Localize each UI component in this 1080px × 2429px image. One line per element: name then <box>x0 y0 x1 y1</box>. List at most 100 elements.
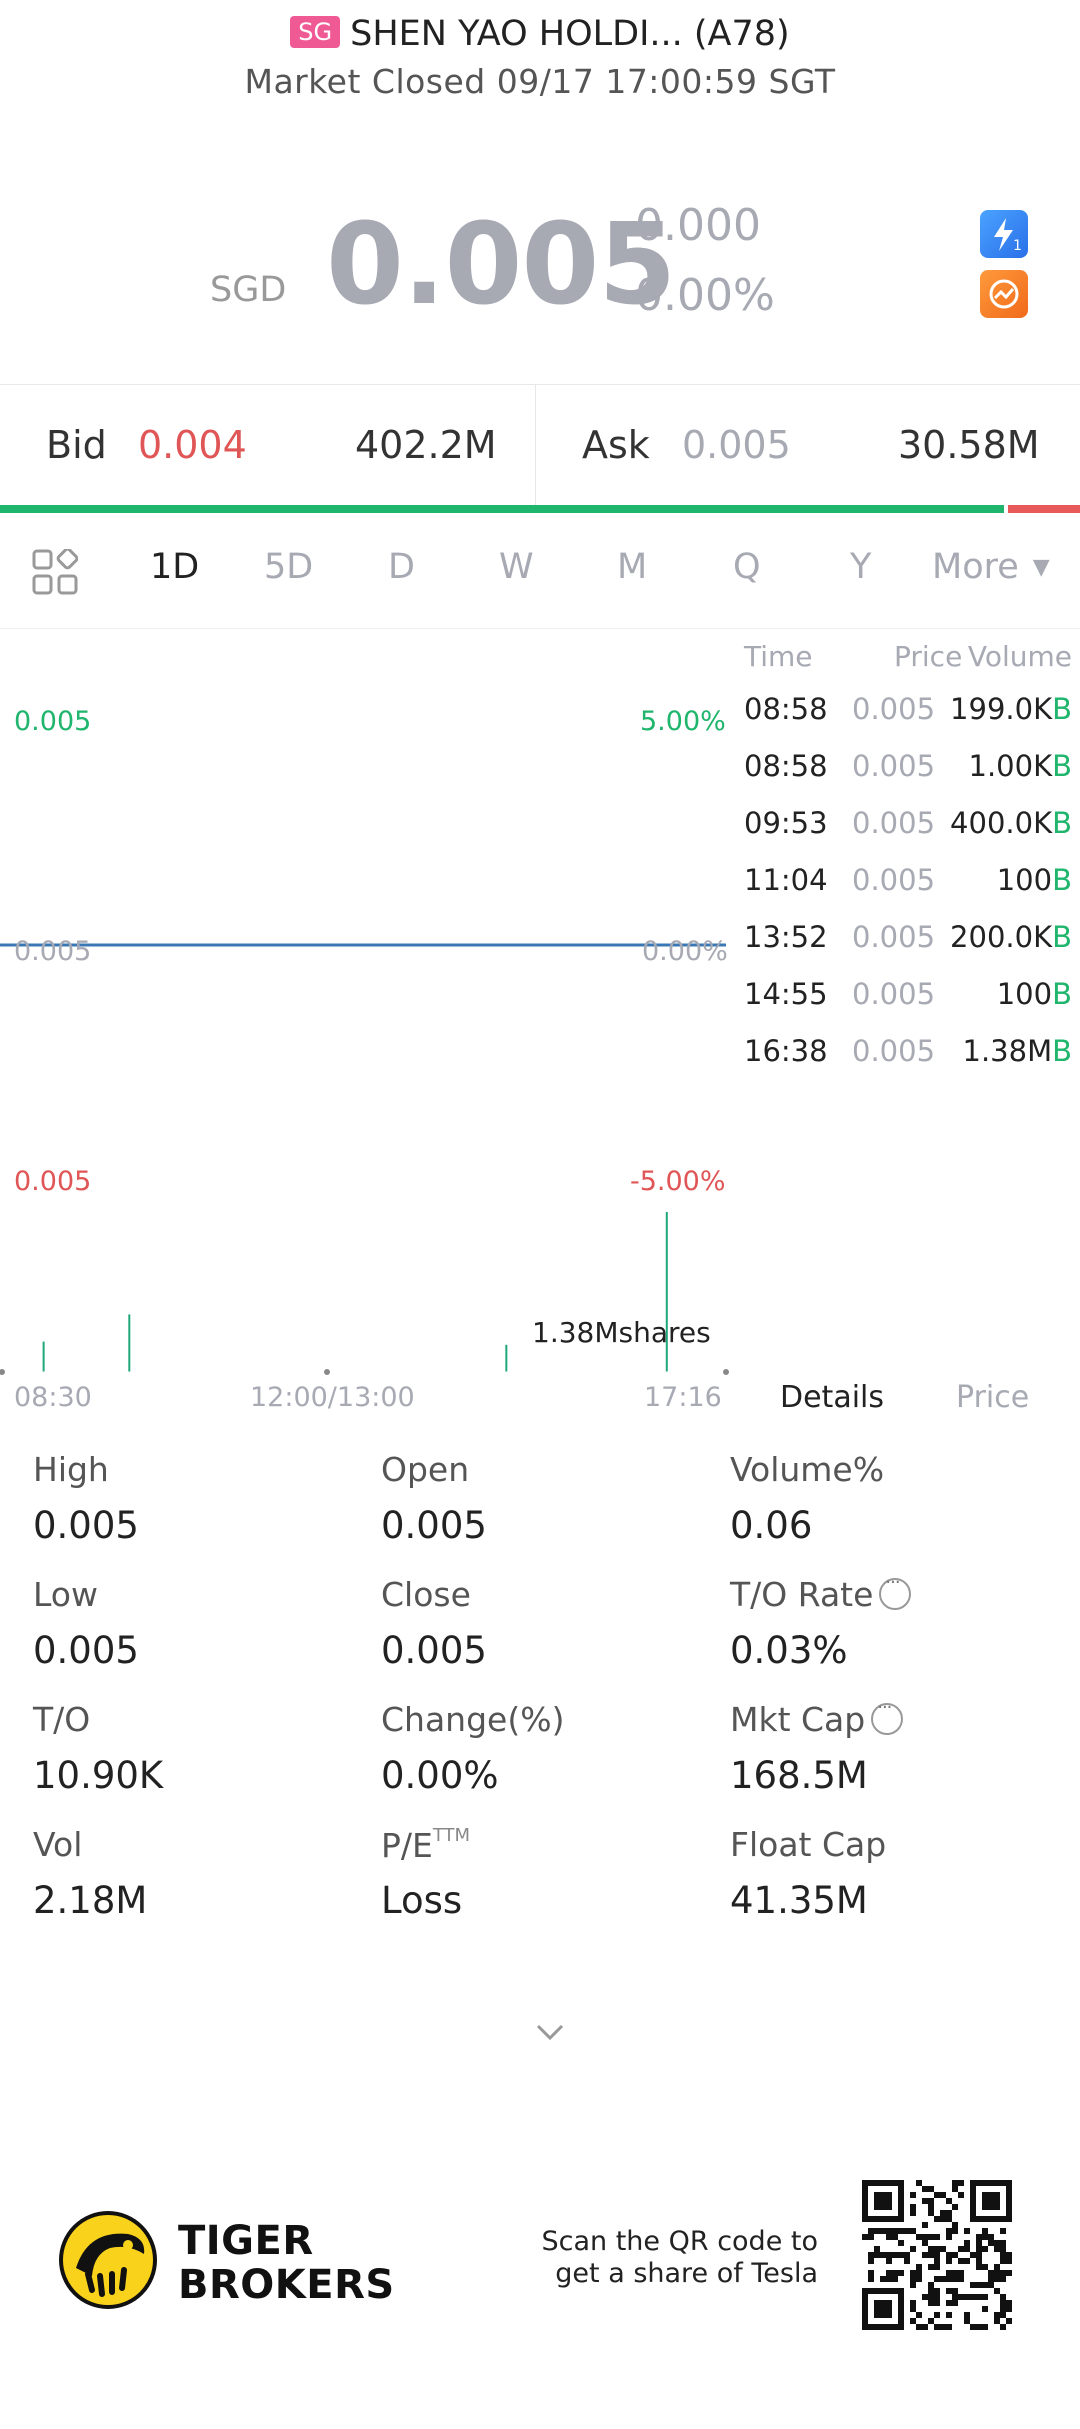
tick-price: 0.005 <box>852 692 936 726</box>
stat-label: Volume% <box>730 1450 1070 1504</box>
stat-label: Low <box>33 1575 373 1629</box>
tick-side: B <box>1052 920 1072 954</box>
tick-row: 11:04 0.005 100B <box>730 863 1080 920</box>
period-tab-q[interactable]: Q <box>733 547 761 587</box>
period-tab-y[interactable]: Y <box>850 547 872 587</box>
quote-block: SGD 0.005 0.000 0.00% 1 <box>0 180 1080 330</box>
stat-label-sup: TTM <box>432 1825 471 1846</box>
ticks-header-price: Price <box>894 640 963 673</box>
period-tab-d[interactable]: D <box>388 547 415 587</box>
tick-volume: 100 <box>996 977 1053 1011</box>
stat-value: 41.35M <box>730 1879 868 1922</box>
axis-dot-start <box>0 1369 5 1375</box>
tick-row: 16:38 0.005 1.38MB <box>730 1034 1080 1091</box>
stat-label: T/O <box>33 1700 373 1754</box>
tick-volume-cell: 1.38MB <box>963 1034 1073 1068</box>
tick-volume: 200.0K <box>950 920 1053 954</box>
price-axis-bottom: 0.005 <box>14 1166 92 1197</box>
tick-side: B <box>1052 749 1072 783</box>
tick-time: 11:04 <box>744 863 828 897</box>
period-more-dropdown[interactable]: More ▼ <box>932 547 1050 587</box>
last-price: 0.005 <box>326 200 676 330</box>
tick-price: 0.005 <box>852 977 936 1011</box>
tick-side: B <box>1052 977 1072 1011</box>
chart-analysis-icon[interactable] <box>980 270 1028 318</box>
tick-price: 0.005 <box>852 749 936 783</box>
axis-dot-end <box>723 1369 729 1375</box>
tick-volume: 1.38M <box>962 1034 1053 1068</box>
ask-volume: 30.58M <box>898 423 1040 467</box>
tick-price: 0.005 <box>852 863 936 897</box>
time-axis-start: 08:30 <box>14 1382 92 1413</box>
tick-volume-cell: 400.0KB <box>950 806 1072 840</box>
tick-side: B <box>1052 863 1072 897</box>
stat-label-text: Volume% <box>730 1450 885 1489</box>
bid-price: 0.004 <box>138 423 247 467</box>
brand-name-line2: BROKERS <box>178 2262 395 2308</box>
tick-time: 08:58 <box>744 692 828 726</box>
tick-time: 09:53 <box>744 806 828 840</box>
expand-chevron-icon[interactable] <box>530 2012 570 2052</box>
period-tab-w[interactable]: W <box>499 547 534 587</box>
stat-label-text: P/E <box>381 1826 433 1865</box>
divider <box>0 384 1080 385</box>
stat-label: Close <box>381 1575 721 1629</box>
stat-p-e: P/ETTM Loss <box>381 1825 721 1922</box>
pct-axis-mid: 0.00% <box>642 936 728 967</box>
stat-open: Open 0.005 <box>381 1450 721 1547</box>
stat-value: Loss <box>381 1879 463 1922</box>
stat-value: 10.90K <box>33 1754 164 1797</box>
volume-label: 1.38Mshares <box>532 1316 711 1349</box>
tick-time: 14:55 <box>744 977 828 1011</box>
tick-time: 16:38 <box>744 1034 828 1068</box>
stat-mkt-cap[interactable]: Mkt Cap 168.5M <box>730 1697 1070 1797</box>
tick-row: 13:52 0.005 200.0KB <box>730 920 1080 977</box>
tick-time: 08:58 <box>744 749 828 783</box>
stat-label-text: Float Cap <box>730 1825 887 1864</box>
time-axis-end: 17:16 <box>644 1382 722 1413</box>
ask-price: 0.005 <box>682 423 791 467</box>
info-icon[interactable] <box>879 1572 912 1610</box>
pct-axis-top: 5.00% <box>640 706 726 737</box>
promo-text-line2: get a share of Tesla <box>555 2258 818 2289</box>
tick-row: 08:58 0.005 199.0KB <box>730 692 1080 749</box>
bid-ask-panel[interactable]: Bid 0.004 402.2M Ask 0.005 30.58M <box>0 385 1080 505</box>
header: SG SHEN YAO HOLDI... (A78) Market Closed … <box>0 0 1080 110</box>
stat-label-text: Open <box>381 1450 470 1489</box>
stat-label-text: Mkt Cap <box>730 1700 866 1739</box>
period-tab-1d[interactable]: 1D <box>150 547 200 587</box>
price-axis-mid: 0.005 <box>14 936 92 967</box>
tick-row: 14:55 0.005 100B <box>730 977 1080 1034</box>
bid-volume: 402.2M <box>355 423 497 467</box>
market-badge: SG <box>290 16 341 48</box>
stat-label-text: Low <box>33 1575 98 1614</box>
tab-details[interactable]: Details <box>780 1380 885 1415</box>
stat-value: 0.03% <box>730 1629 848 1672</box>
stat-label-text: T/O <box>33 1700 91 1739</box>
pct-axis-bottom: -5.00% <box>630 1166 726 1197</box>
period-tab-m[interactable]: M <box>617 547 648 587</box>
stat-value: 0.005 <box>33 1629 139 1672</box>
info-icon[interactable] <box>871 1697 904 1735</box>
stat-change: Change(%) 0.00% <box>381 1700 721 1797</box>
qr-code-icon[interactable] <box>862 2180 1012 2330</box>
stock-title: SG SHEN YAO HOLDI... (A78) <box>0 14 1080 54</box>
period-tab-5d[interactable]: 5D <box>264 547 314 587</box>
stat-label: Open <box>381 1450 721 1504</box>
price-change-percent: 0.00% <box>635 270 775 321</box>
stat-t-o-rate[interactable]: T/O Rate 0.03% <box>730 1572 1070 1672</box>
intraday-chart[interactable]: 0.005 5.00% 0.005 0.00% 0.005 -5.00% 1.3… <box>0 630 730 1413</box>
tab-price[interactable]: Price <box>956 1380 1030 1415</box>
flash-quote-icon[interactable]: 1 <box>980 210 1028 258</box>
stat-label: T/O Rate <box>730 1572 1070 1629</box>
tick-volume-cell: 100B <box>997 977 1072 1011</box>
tick-price: 0.005 <box>852 920 936 954</box>
brand-name-line1: TIGER <box>178 2218 314 2264</box>
promo-text-line1: Scan the QR code to <box>541 2226 818 2257</box>
tick-price: 0.005 <box>852 1034 936 1068</box>
stock-name: SHEN YAO HOLDI... (A78) <box>350 14 790 54</box>
axis-dot-mid <box>324 1369 330 1375</box>
chart-layout-icon[interactable] <box>32 549 78 595</box>
price-change: 0.000 <box>635 200 761 251</box>
time-and-sales[interactable]: Time Price Volume 08:58 0.005 199.0KB 08:58… <box>730 630 1080 1090</box>
